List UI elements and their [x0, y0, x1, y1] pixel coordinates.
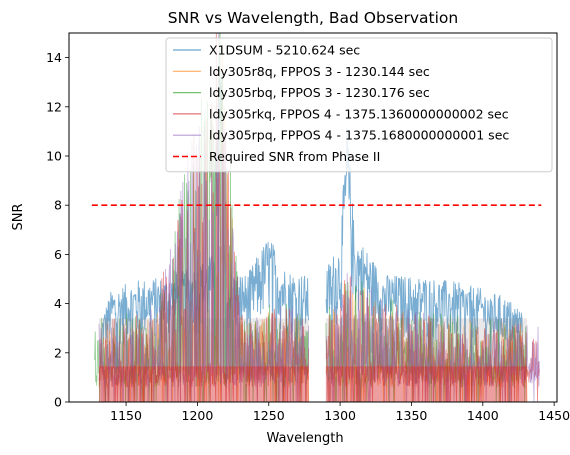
x-tick-label: 1250: [253, 408, 285, 423]
legend-label: ldy305r8q, FPPOS 3 - 1230.144 sec: [209, 64, 430, 79]
legend-label: Required SNR from Phase II: [209, 149, 380, 164]
overlap-band: [325, 318, 528, 367]
x-tick-label: 1450: [538, 408, 570, 423]
legend-label: ldy305rbq, FPPOS 3 - 1230.176 sec: [209, 85, 430, 100]
y-tick-label: 10: [46, 149, 62, 164]
chart-title: SNR vs Wavelength, Bad Observation: [168, 9, 458, 27]
y-tick-label: 2: [54, 345, 62, 360]
x-tick-label: 1150: [110, 408, 142, 423]
overlap-fill: [98, 318, 528, 402]
x-tick-label: 1400: [467, 408, 499, 423]
y-tick-label: 8: [54, 198, 62, 213]
series-layer: [94, 33, 540, 402]
y-tick-label: 6: [54, 247, 62, 262]
legend-label: ldy305rpq, FPPOS 4 - 1375.1680000000001 …: [209, 128, 509, 143]
base-fill: [325, 366, 528, 402]
y-tick-label: 12: [46, 99, 62, 114]
legend-label: X1DSUM - 5210.624 sec: [209, 43, 360, 58]
y-tick-label: 4: [54, 296, 62, 311]
x-tick-label: 1300: [324, 408, 356, 423]
legend-box: [165, 37, 553, 173]
x-axis: 1150 1200 1250 1300 1350 1400 1450: [110, 402, 570, 423]
y-tick-label: 14: [46, 50, 62, 65]
x-axis-label: Wavelength: [266, 431, 343, 446]
plot-frame: [68, 32, 558, 403]
x-tick-label: 1350: [396, 408, 428, 423]
legend-label: ldy305rkq, FPPOS 4 - 1375.1360000000002 …: [209, 106, 509, 121]
y-axis: 0 2 4 6 8 10 12 14: [46, 50, 69, 410]
y-axis-label: SNR: [11, 203, 26, 230]
x-tick-label: 1200: [182, 408, 214, 423]
y-tick-label: 0: [54, 395, 62, 410]
base-fill: [98, 366, 309, 402]
overlap-band: [98, 318, 309, 367]
legend: X1DSUM - 5210.624 sec ldy305r8q, FPPOS 3 …: [165, 37, 553, 173]
